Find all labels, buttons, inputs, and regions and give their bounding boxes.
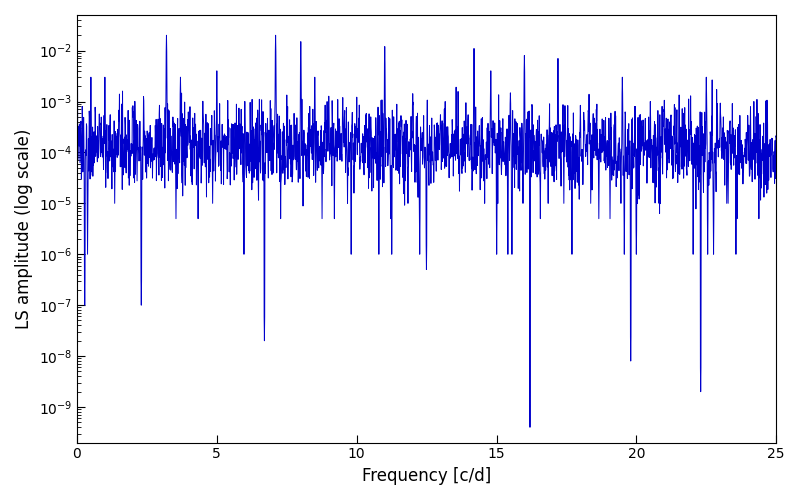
X-axis label: Frequency [c/d]: Frequency [c/d] <box>362 467 491 485</box>
Y-axis label: LS amplitude (log scale): LS amplitude (log scale) <box>15 128 33 329</box>
